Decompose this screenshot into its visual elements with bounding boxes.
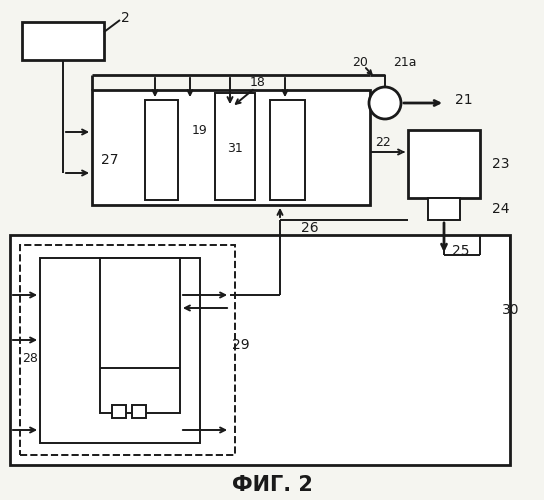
Bar xyxy=(215,93,255,200)
Bar xyxy=(408,130,480,198)
Circle shape xyxy=(369,87,401,119)
Bar xyxy=(20,245,235,455)
Bar xyxy=(145,100,178,200)
Text: 22: 22 xyxy=(375,136,391,149)
Bar xyxy=(428,198,460,220)
Text: 28: 28 xyxy=(22,352,38,364)
Text: 25: 25 xyxy=(452,244,469,258)
Bar xyxy=(270,100,305,200)
Bar xyxy=(40,258,200,443)
Text: 29: 29 xyxy=(232,338,250,352)
Text: 24: 24 xyxy=(492,202,510,216)
Text: 18: 18 xyxy=(250,76,266,88)
Text: 31: 31 xyxy=(227,142,243,154)
Bar xyxy=(100,258,180,413)
Text: 2: 2 xyxy=(121,11,129,25)
Bar xyxy=(92,90,370,205)
Text: 20: 20 xyxy=(352,56,368,68)
Bar xyxy=(22,22,104,60)
Text: 27: 27 xyxy=(101,153,119,167)
Bar xyxy=(112,405,126,418)
Text: 19: 19 xyxy=(192,124,208,136)
Text: 21a: 21a xyxy=(393,56,417,68)
Bar xyxy=(10,235,510,465)
Text: ФИГ. 2: ФИГ. 2 xyxy=(232,475,312,495)
Text: 21: 21 xyxy=(455,93,473,107)
Bar xyxy=(132,405,146,418)
Text: 26: 26 xyxy=(301,221,319,235)
Text: 30: 30 xyxy=(502,303,520,317)
Text: 23: 23 xyxy=(492,157,510,171)
